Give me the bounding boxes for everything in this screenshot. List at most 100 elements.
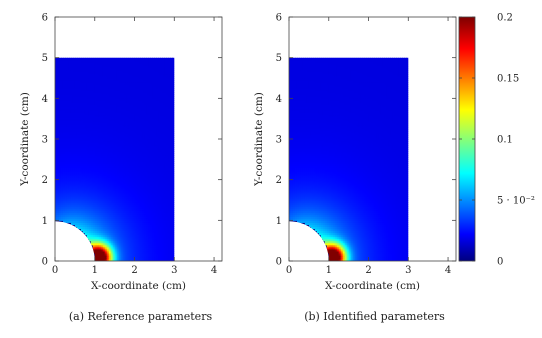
heatmap-cell	[100, 234, 104, 238]
heatmap-cell	[86, 71, 90, 75]
heatmap-cell	[92, 130, 96, 134]
heatmap-cell	[126, 208, 130, 211]
heatmap-cell	[64, 69, 68, 73]
heatmap-cell	[68, 90, 72, 93]
heatmap-cell	[88, 193, 92, 197]
heatmap-cell	[130, 242, 134, 246]
heatmap-cell	[126, 220, 130, 223]
heatmap-cell	[76, 128, 80, 132]
heatmap-cell	[118, 82, 122, 85]
heatmap-cell	[124, 169, 128, 173]
heatmap-cell	[152, 84, 156, 87]
heatmap-cell	[134, 240, 138, 244]
heatmap-cell	[72, 220, 76, 223]
heatmap-cell	[104, 246, 108, 250]
heatmap-cell	[70, 193, 74, 197]
heatmap-cell	[104, 132, 108, 136]
heatmap-cell	[122, 132, 126, 136]
heatmap-cell	[78, 228, 82, 232]
heatmap-cell	[114, 234, 118, 238]
heatmap-cell	[120, 114, 124, 118]
heatmap-cell	[68, 147, 72, 150]
heatmap-cell	[64, 94, 68, 97]
heatmap-cell	[116, 94, 120, 97]
heatmap-cell	[104, 102, 108, 106]
heatmap-cell	[150, 106, 154, 110]
heatmap-cell	[84, 132, 88, 136]
heatmap-cell	[84, 218, 88, 221]
heatmap-cell	[100, 149, 104, 152]
heatmap-cell	[106, 181, 110, 185]
heatmap-cell	[100, 246, 104, 250]
heatmap-cell	[146, 139, 150, 142]
heatmap-cell	[72, 167, 76, 171]
heatmap-cell	[78, 157, 82, 160]
heatmap-cell	[72, 124, 76, 128]
heatmap-cell	[114, 114, 118, 118]
heatmap-cell	[58, 193, 62, 197]
heatmap-cell	[66, 84, 70, 87]
heatmap-cell	[80, 145, 84, 148]
heatmap-cell	[112, 134, 116, 138]
heatmap-cell	[144, 165, 148, 169]
heatmap-cell	[80, 94, 84, 97]
heatmap-cell	[92, 208, 96, 211]
heatmap-cell	[120, 248, 124, 252]
heatmap-cell	[55, 208, 58, 211]
heatmap-cell	[104, 128, 108, 132]
heatmap-cell	[104, 208, 108, 211]
heatmap-cell	[88, 149, 92, 152]
heatmap-cell	[136, 157, 140, 160]
heatmap-cell	[140, 254, 144, 258]
heatmap-cell	[114, 256, 118, 260]
heatmap-cell	[68, 128, 72, 132]
heatmap-cell	[120, 240, 124, 244]
heatmap-cell	[102, 214, 106, 217]
heatmap-cell	[92, 240, 96, 244]
heatmap-cell	[124, 254, 128, 258]
heatmap-cell	[152, 82, 156, 85]
heatmap-cell	[56, 204, 60, 207]
heatmap-cell	[124, 197, 128, 201]
heatmap-cell	[66, 204, 70, 207]
heatmap-cell	[100, 139, 104, 142]
heatmap-cell	[138, 212, 142, 215]
heatmap-cell	[56, 128, 60, 132]
heatmap-cell	[140, 173, 144, 177]
heatmap-cell	[116, 193, 120, 197]
heatmap-cell	[55, 78, 58, 81]
heatmap-cell	[138, 71, 142, 75]
heatmap-cell	[66, 159, 70, 162]
heatmap-cell	[124, 189, 128, 193]
heatmap-cell	[64, 65, 68, 69]
heatmap-cell	[92, 122, 96, 126]
heatmap-cell	[126, 141, 130, 144]
heatmap-cell	[132, 197, 136, 201]
heatmap-cell	[152, 258, 156, 261]
heatmap-cell	[144, 232, 148, 236]
heatmap-cell	[94, 143, 98, 146]
heatmap-cell	[118, 212, 122, 215]
heatmap-cell	[106, 102, 110, 106]
heatmap-cell	[106, 173, 110, 177]
heatmap-cell	[82, 202, 86, 205]
heatmap-cell	[88, 185, 92, 189]
heatmap-cell	[100, 206, 104, 209]
heatmap-cell	[88, 181, 92, 185]
heatmap-cell	[60, 208, 64, 211]
heatmap-cell	[116, 165, 120, 169]
heatmap-cell	[70, 155, 74, 158]
heatmap-cell	[132, 145, 136, 148]
heatmap-cell	[126, 218, 130, 221]
heatmap-cell	[74, 65, 78, 69]
heatmap-cell	[88, 171, 92, 175]
heatmap-cell	[146, 63, 150, 67]
heatmap-cell	[144, 256, 148, 260]
heatmap-cell	[144, 98, 148, 101]
heatmap-cell	[126, 110, 130, 114]
heatmap-cell	[110, 208, 114, 211]
heatmap-cell	[122, 120, 126, 124]
heatmap-cell	[110, 222, 114, 225]
heatmap-cell	[98, 248, 102, 252]
heatmap-cell	[146, 149, 150, 152]
